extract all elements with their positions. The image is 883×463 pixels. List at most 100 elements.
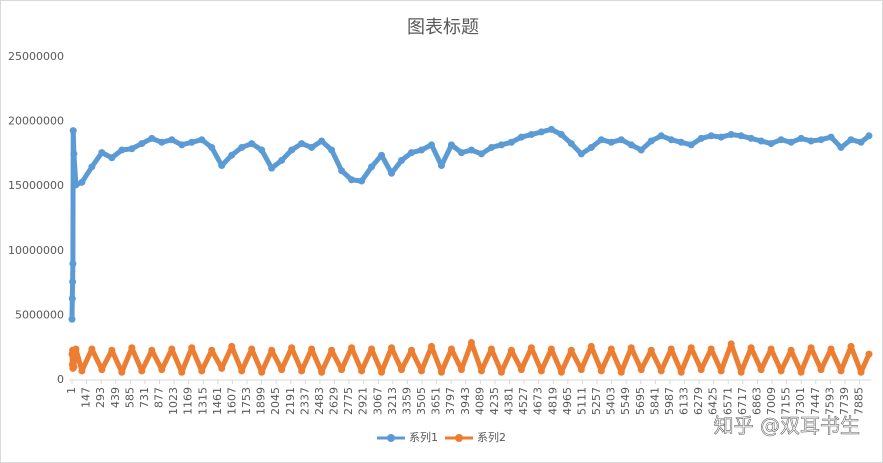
- legend-label: 系列2: [477, 430, 506, 444]
- marker: [667, 345, 675, 353]
- marker: [847, 136, 855, 144]
- marker: [807, 137, 815, 145]
- legend-marker: [387, 434, 395, 442]
- marker: [467, 146, 475, 154]
- marker: [427, 141, 435, 149]
- marker: [198, 367, 206, 375]
- x-tick-label: 7593: [823, 387, 836, 415]
- marker: [78, 178, 86, 186]
- y-tick-label: 25000000: [8, 50, 64, 63]
- marker: [268, 346, 276, 354]
- x-tick-label: 5257: [590, 387, 603, 415]
- marker: [637, 146, 645, 154]
- marker: [607, 345, 615, 353]
- marker: [328, 146, 336, 154]
- marker: [128, 344, 136, 352]
- marker: [547, 345, 555, 353]
- marker: [637, 366, 645, 374]
- marker: [248, 345, 256, 353]
- marker: [557, 368, 565, 376]
- marker: [278, 156, 286, 164]
- marker: [218, 364, 226, 372]
- marker: [268, 164, 276, 172]
- marker: [98, 149, 106, 157]
- x-tick-label: 3651: [430, 387, 443, 415]
- marker: [527, 131, 535, 139]
- marker: [687, 141, 695, 149]
- marker: [827, 345, 835, 353]
- marker: [168, 136, 176, 144]
- marker: [617, 136, 625, 144]
- x-tick-label: 1461: [211, 387, 224, 415]
- marker: [348, 176, 356, 184]
- marker: [238, 143, 246, 151]
- marker: [258, 368, 266, 376]
- x-tick-label: 4819: [546, 387, 559, 415]
- marker: [298, 140, 306, 148]
- marker: [827, 133, 835, 141]
- x-tick-label: 5111: [575, 387, 588, 415]
- marker: [118, 146, 126, 154]
- marker: [667, 136, 675, 144]
- marker: [70, 363, 78, 371]
- marker: [627, 344, 635, 352]
- marker: [717, 133, 725, 141]
- marker: [507, 138, 515, 146]
- marker: [188, 138, 196, 146]
- marker: [837, 143, 845, 151]
- marker: [408, 149, 416, 157]
- x-tick-label: 147: [80, 387, 93, 408]
- marker: [338, 167, 346, 175]
- marker: [707, 132, 715, 140]
- marker: [857, 368, 865, 376]
- x-tick-label: 4381: [503, 387, 516, 415]
- marker: [767, 345, 775, 353]
- x-tick-label: 7447: [809, 387, 822, 415]
- x-tick-label: 1169: [182, 387, 195, 415]
- x-tick-label: 6425: [707, 387, 720, 415]
- marker: [427, 342, 435, 350]
- marker: [368, 345, 376, 353]
- x-tick-label: 1023: [167, 387, 180, 415]
- marker: [657, 367, 665, 375]
- x-tick-label: 5403: [605, 387, 618, 415]
- marker: [757, 137, 765, 145]
- x-tick-label: 7155: [780, 387, 793, 415]
- marker: [298, 367, 306, 375]
- y-tick-label: 10000000: [8, 244, 64, 257]
- x-tick-label: 5695: [634, 387, 647, 415]
- marker: [727, 131, 735, 139]
- legend-marker: [455, 434, 463, 442]
- marker: [437, 162, 445, 170]
- x-tick-label: 7739: [838, 387, 851, 415]
- x-tick-label: 4673: [532, 387, 545, 415]
- marker: [597, 367, 605, 375]
- marker: [118, 368, 126, 376]
- x-tick-label: 2775: [342, 387, 355, 415]
- marker: [168, 345, 176, 353]
- marker: [787, 138, 795, 146]
- marker: [837, 367, 845, 375]
- x-tick-label: 6571: [721, 387, 734, 415]
- marker: [557, 131, 565, 139]
- x-tick-label: 2483: [313, 387, 326, 415]
- marker: [647, 137, 655, 145]
- marker: [288, 146, 296, 154]
- marker: [865, 350, 873, 358]
- x-tick-label: 5549: [619, 387, 632, 415]
- marker: [527, 344, 535, 352]
- marker: [308, 345, 316, 353]
- marker: [408, 346, 416, 354]
- chart-title: 图表标题: [407, 17, 479, 38]
- marker: [727, 340, 735, 348]
- marker: [148, 346, 156, 354]
- marker: [817, 366, 825, 374]
- marker: [69, 127, 77, 135]
- marker: [677, 368, 685, 376]
- marker: [797, 368, 805, 376]
- marker: [98, 366, 106, 374]
- marker: [507, 346, 515, 354]
- marker: [577, 150, 585, 158]
- marker: [68, 295, 76, 303]
